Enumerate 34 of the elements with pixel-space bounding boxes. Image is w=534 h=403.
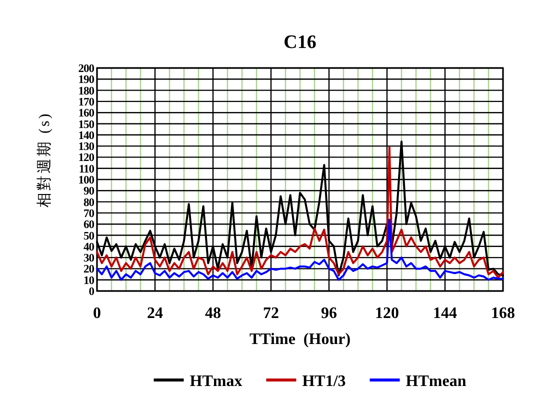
y-tick-label: 180 (78, 85, 95, 98)
y-tick-label: 60 (84, 219, 95, 232)
y-tick-label: 90 (84, 186, 95, 198)
y-tick-label: 150 (78, 118, 95, 131)
y-tick-label: 30 (84, 252, 95, 265)
legend-label: HTmean (406, 373, 466, 390)
y-tick-label: 10 (84, 274, 95, 287)
y-tick-label: 0 (88, 286, 95, 298)
y-tick-label: 140 (78, 130, 95, 142)
y-tick-label: 190 (78, 74, 95, 86)
x-tick-label: 24 (147, 305, 163, 322)
y-tick-label: 200 (78, 63, 95, 75)
chart-title: C16 (284, 32, 316, 53)
x-axis-title: TTime (Hour) (249, 331, 351, 348)
x-tick-label: 168 (491, 305, 515, 322)
x-tick-label: 96 (321, 305, 337, 322)
y-tick-label: 70 (84, 208, 95, 220)
y-tick-label: 170 (78, 96, 95, 108)
y-tick-label: 50 (84, 230, 95, 242)
y-tick-label: 110 (78, 163, 95, 176)
y-tick-label: 100 (78, 174, 95, 186)
y-tick-label: 120 (78, 152, 95, 164)
y-tick-label: 80 (84, 196, 95, 209)
x-tick-label: 48 (205, 305, 221, 322)
y-tick-label: 160 (78, 108, 95, 120)
x-tick-label: 144 (433, 305, 457, 322)
legend-label: HT1/3 (302, 373, 346, 390)
y-tick-label: 20 (84, 264, 95, 276)
y-tick-label: 130 (78, 141, 95, 154)
y-tick-label: 40 (84, 241, 95, 254)
x-tick-label: 120 (375, 305, 399, 322)
x-tick-label: 72 (263, 305, 279, 322)
legend-label: HTmax (190, 373, 242, 390)
y-axis-title: 相對週期 (s) (36, 112, 53, 208)
